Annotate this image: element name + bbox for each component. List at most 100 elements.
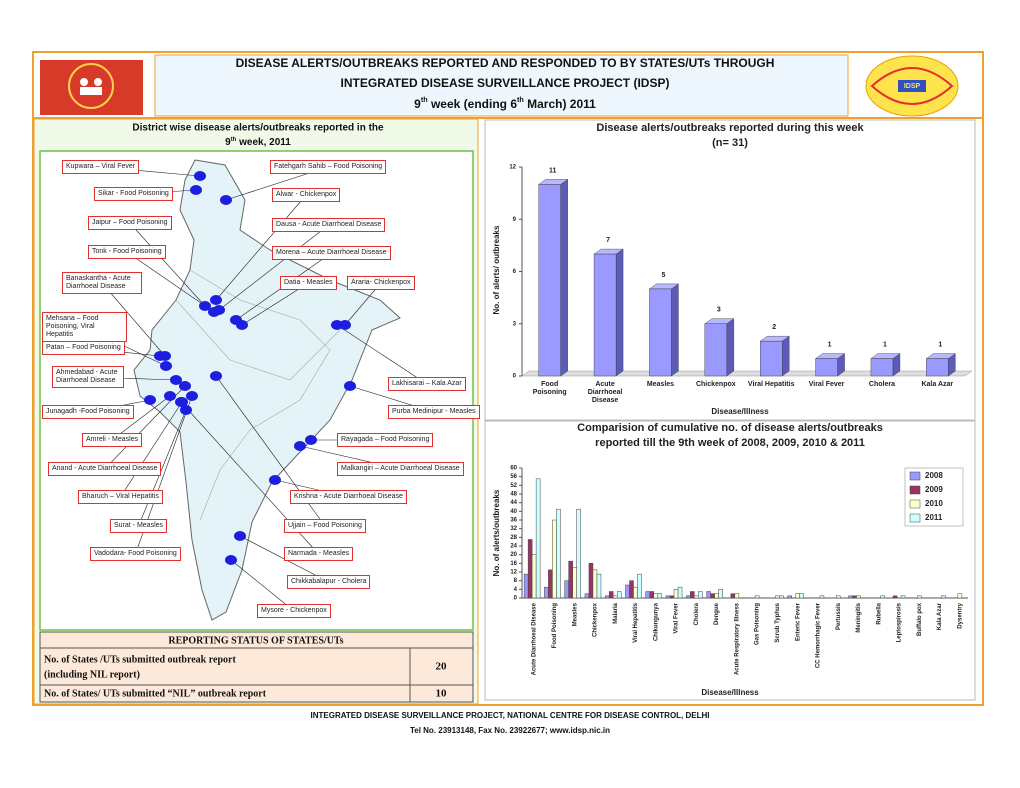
bar: [848, 595, 853, 599]
bar: [941, 595, 946, 599]
x-tick-label: Cholera: [694, 602, 700, 625]
legend-swatch: [909, 471, 921, 481]
map-border: [189, 269, 331, 521]
footer: INTEGRATED DISEASE SURVEILLANCE PROJECT,…: [311, 711, 710, 720]
map-label: Ujjain – Food Poisoning: [284, 519, 366, 533]
x-tick-label: Kala Azar: [921, 381, 954, 388]
legend-label: 2011: [925, 513, 943, 522]
x-axis-label: Disease/Illness: [711, 407, 769, 416]
y-tick-label: 8: [514, 578, 518, 584]
legend-swatch: [909, 513, 921, 523]
outbreak-spot: [269, 475, 281, 485]
header-title: DISEASE ALERTS/OUTBREAKS REPORTED AND RE…: [236, 56, 775, 70]
bar: [588, 563, 594, 599]
bar: [544, 586, 549, 599]
title-cell: [154, 54, 849, 117]
map-label: Junagadh -Food Poisoning: [42, 405, 134, 419]
bar: [531, 554, 537, 599]
bar: [698, 591, 703, 599]
x-tick-label: Scrub Typhus: [775, 602, 781, 642]
outbreak-spot: [194, 171, 206, 181]
header-week: 9th week (ending 6th March) 2011: [414, 95, 596, 111]
x-tick-label: CC Hemorrhagic Fever: [816, 602, 822, 668]
x-tick-label: Food Poisoning: [552, 603, 558, 649]
leader-line: [241, 282, 309, 326]
logo-figure: [80, 78, 88, 86]
map-label: Surat - Measles: [110, 519, 168, 533]
bar: [714, 593, 719, 599]
bar: [584, 593, 590, 599]
bar: [568, 560, 573, 599]
y-tick-label: 12: [509, 165, 516, 171]
y-tick-label: 16: [510, 561, 517, 567]
x-axis-label: Disease/Illness: [701, 688, 759, 697]
text-part: March) 2011: [524, 97, 596, 111]
y-tick-label: 9: [513, 217, 517, 223]
map-label: Anand - Acute Diarrhoeal Disease: [48, 462, 162, 476]
bar: [759, 340, 783, 377]
map-label: Patan – Food Poisoning: [42, 341, 125, 355]
data-label: 11: [549, 167, 557, 174]
bar: [690, 591, 695, 599]
bar: [856, 595, 861, 599]
map-label: Ahmedabad - Acute Diarrhoeal Disease: [52, 366, 124, 388]
leader-line: [126, 251, 215, 313]
logo-ring: [68, 63, 114, 109]
outbreak-spot: [220, 195, 232, 205]
map-label: Malkangiri – Acute Diarrhoeal Disease: [337, 462, 464, 476]
bar: [592, 569, 598, 599]
y-axis-label: No. of alerts/outbreaks: [492, 489, 501, 576]
legend-swatch: [909, 499, 921, 509]
map-label: Krishna - Acute Diarrhoeal Disease: [290, 490, 407, 504]
map-label: Bharuch – Viral Hepatitis: [78, 490, 163, 504]
chart-subtitle: (n= 31): [712, 137, 748, 149]
bar: [704, 323, 728, 377]
outbreak-spot: [190, 185, 202, 195]
table-label: (including NIL report): [44, 669, 140, 680]
x-tick-label: Viral Fever: [808, 381, 845, 388]
map-label: Chikkabalapur - Cholera: [287, 575, 371, 589]
y-tick-label: 24: [510, 544, 517, 550]
logo-figure: [80, 87, 102, 95]
map-title: District wise disease alerts/outbreaks r…: [132, 123, 384, 134]
bar: [917, 595, 922, 599]
bar: [633, 586, 638, 599]
bar: [625, 584, 630, 599]
y-tick-label: 3: [513, 321, 517, 327]
y-tick-label: 12: [510, 570, 517, 576]
data-label: 2: [772, 324, 776, 331]
map-label: Lakhisarai – Kala Azar: [388, 377, 466, 391]
bar-side: [671, 283, 679, 377]
leader-line: [111, 395, 171, 441]
outbreak-spot: [344, 381, 356, 391]
outbreak-spot: [210, 371, 222, 381]
legend-label: 2009: [925, 485, 943, 494]
outbreak-spot: [213, 305, 225, 315]
outbreak-spot: [236, 320, 248, 330]
bar: [799, 593, 804, 599]
logo-swirl: [870, 67, 954, 105]
leader-line: [218, 224, 329, 311]
x-tick-label: Kala Azar: [937, 602, 943, 630]
outbreak-spot: [331, 320, 343, 330]
bar: [852, 595, 857, 599]
outbreak-spot: [294, 441, 306, 451]
x-tick-label: Cholera: [868, 381, 895, 388]
bar: [612, 595, 618, 599]
map-label: Jaipur – Food Poisoning: [88, 216, 172, 230]
bar: [548, 569, 553, 599]
bar: [779, 595, 784, 599]
map-label: Dausa - Acute Diarrhoeal Disease: [272, 218, 386, 232]
x-tick-label: Acute Diarrhoeal Disease: [532, 602, 538, 675]
bar: [657, 593, 663, 599]
bar: [665, 595, 671, 599]
y-tick-label: 52: [510, 483, 517, 489]
bar: [645, 591, 651, 599]
legend-label: 2008: [925, 471, 943, 480]
outbreak-spot: [180, 405, 192, 415]
bar: [604, 595, 610, 599]
bar: [629, 580, 634, 599]
x-tick-label: Viral Hepatitis: [633, 602, 639, 643]
chart-title: Disease alerts/outbreaks reported during…: [596, 122, 864, 134]
